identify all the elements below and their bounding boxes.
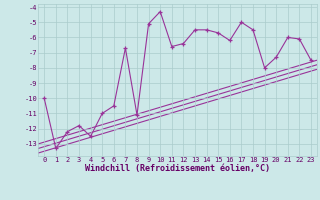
X-axis label: Windchill (Refroidissement éolien,°C): Windchill (Refroidissement éolien,°C)	[85, 164, 270, 173]
